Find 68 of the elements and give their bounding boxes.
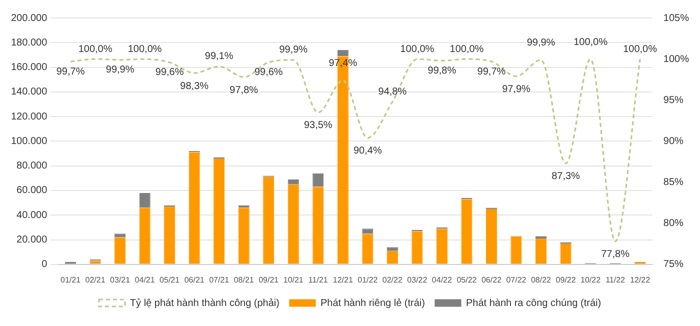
data-label: 100,0% xyxy=(400,44,434,55)
legend-label: Tỷ lệ phát hành thành công (phải) xyxy=(130,298,280,309)
legend-label: Phát hành ra công chúng (trái) xyxy=(466,298,602,309)
x-tick-label: 04/21 xyxy=(134,275,156,284)
x-tick-label: 08/21 xyxy=(234,275,254,284)
y2-tick-label: 100% xyxy=(663,54,690,65)
x-tick-label: 07/22 xyxy=(506,275,527,284)
y2-tick-label: 75% xyxy=(663,259,684,270)
data-label: 94,8% xyxy=(378,86,407,98)
data-label: 97,8% xyxy=(230,84,258,96)
x-tick-label: 12/22 xyxy=(630,275,651,284)
x-tick-label: 10/21 xyxy=(283,275,304,284)
y-tick-label: 100.000 xyxy=(10,136,48,147)
x-tick-label: 06/22 xyxy=(481,275,502,284)
x-tick-label: 09/21 xyxy=(258,275,280,284)
data-label: 99,6% xyxy=(155,67,184,78)
x-tick-label: 07/21 xyxy=(209,275,230,284)
x-tick-label: 10/22 xyxy=(580,275,602,284)
x-tick-label: 02/22 xyxy=(382,275,403,284)
x-tick-label: 11/22 xyxy=(606,275,626,284)
x-tick-label: 02/21 xyxy=(85,275,106,284)
y-tick-label: 200.000 xyxy=(10,12,48,24)
y-tick-label: 180.000 xyxy=(10,37,48,48)
x-tick-label: 01/22 xyxy=(358,275,378,284)
x-tick-label: 11/21 xyxy=(308,275,328,284)
x-tick-label: 03/22 xyxy=(407,275,428,284)
data-label: 100,0% xyxy=(574,36,608,48)
data-label: 100,0% xyxy=(128,44,162,55)
y-tick-label: 160.000 xyxy=(10,62,48,74)
y2-tick-label: 95% xyxy=(663,94,684,106)
y-tick-label: 0 xyxy=(42,259,48,270)
x-tick-label: 05/22 xyxy=(456,275,478,284)
data-label: 77,8% xyxy=(601,249,630,260)
data-label: 99,9% xyxy=(106,64,134,76)
data-label: 97,9% xyxy=(502,84,531,96)
y-tick-label: 20.000 xyxy=(16,234,48,246)
data-label: 99,8% xyxy=(428,65,456,76)
data-label: 99,9% xyxy=(526,38,556,49)
data-label: 93,5% xyxy=(304,120,332,132)
y-tick-label: 40.000 xyxy=(16,210,48,221)
data-label: 99,7% xyxy=(56,66,85,78)
x-tick-label: 09/22 xyxy=(556,275,576,284)
x-tick-label: 05/21 xyxy=(160,275,180,284)
data-label: 100,0% xyxy=(78,44,112,55)
legend-label: Phát hành riêng lẻ (trái) xyxy=(320,298,425,309)
data-label: 100,0% xyxy=(623,44,658,55)
data-label: 99,6% xyxy=(254,67,283,78)
y2-tick-label: 90% xyxy=(663,136,684,147)
y2-tick-label: 85% xyxy=(663,177,684,188)
y-tick-label: 140.000 xyxy=(10,86,48,98)
y2-tick-label: 80% xyxy=(663,218,684,230)
data-label: 99,7% xyxy=(477,66,506,78)
y-tick-label: 120.000 xyxy=(10,111,48,122)
data-label: 90,4% xyxy=(353,146,382,157)
x-tick-label: 08/22 xyxy=(530,275,552,284)
data-label: 99,9% xyxy=(279,44,308,56)
x-tick-label: 04/22 xyxy=(432,275,453,284)
data-label: 100,0% xyxy=(450,44,484,55)
x-tick-label: 12/21 xyxy=(332,275,354,284)
data-label: 87,3% xyxy=(552,171,580,182)
data-label: 99,1% xyxy=(204,51,234,62)
y2-tick-label: 105% xyxy=(663,12,690,24)
y-tick-label: 60.000 xyxy=(16,185,48,196)
y-tick-label: 80.000 xyxy=(16,160,48,172)
data-label: 98,3% xyxy=(180,80,209,92)
x-tick-label: 03/21 xyxy=(110,275,131,284)
x-tick-label: 06/21 xyxy=(184,275,205,284)
x-tick-label: 01/21 xyxy=(60,275,82,284)
